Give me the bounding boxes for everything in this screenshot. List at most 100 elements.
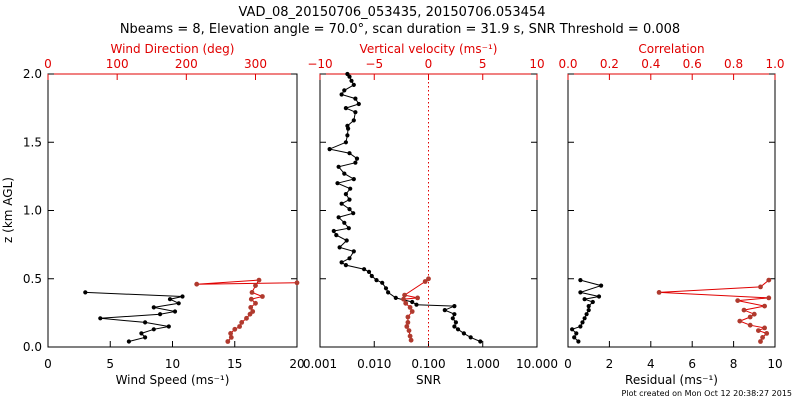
x-tick-label: 5 [106,357,114,371]
figure-subtitle: Nbeams = 8, Elevation angle = 70.0°, sca… [120,22,680,37]
top-tick-label: 0 [44,57,52,71]
data-point [570,327,575,332]
data-point [353,160,358,165]
data-point [351,118,356,123]
data-point [426,276,431,282]
top-tick-label: 10 [529,57,544,71]
data-point [151,327,156,332]
data-point [237,324,243,329]
data-point [599,283,604,288]
data-point [756,328,761,333]
top-tick-label: −10 [307,57,332,71]
data-point [349,78,354,83]
data-point [410,299,415,305]
data-point [452,312,457,317]
data-point [407,305,413,310]
data-point [762,303,767,309]
data-point [256,277,262,283]
data-point [405,320,411,325]
data-point [422,279,428,284]
x-tick-label: 0.001 [303,357,337,371]
x-tick-label: 0.100 [411,357,445,371]
data-point [450,316,455,321]
top-tick-label: 0.0 [558,57,577,71]
x-axis-label-2: Residual (ms⁻¹) [625,373,718,387]
data-point [253,283,258,288]
data-point [225,339,231,344]
x-tick-label: 6 [688,357,696,371]
data-point [353,110,358,115]
data-point [406,328,412,333]
data-point [452,324,457,329]
data-point [393,295,398,300]
data-point [356,101,361,107]
x-tick-label: 4 [647,357,655,371]
data-point [766,295,772,301]
series-line-2-1 [659,279,770,342]
x-tick-label: 20 [289,357,304,371]
data-point [342,220,347,225]
data-point [351,249,356,254]
y-tick-label: 1.5 [23,135,42,149]
data-point [176,301,181,306]
data-point [334,233,339,238]
data-point [407,333,413,339]
data-point [343,106,348,111]
data-point [764,331,770,336]
data-point [167,297,173,302]
data-point [331,228,336,234]
x-tick-label: 0 [44,357,52,371]
data-point [343,192,348,197]
data-point [741,307,747,313]
data-point [408,337,414,343]
top-tick-label: 5 [479,57,487,71]
y-axis-label: z (km AGL) [1,177,15,243]
data-point [239,320,245,325]
data-point [249,290,255,295]
series-line-2-0 [571,279,603,342]
data-point [347,151,352,156]
data-point [180,294,185,299]
top-tick-label: 0.6 [683,57,702,71]
top-tick-label: 200 [175,57,198,71]
data-point [380,280,385,285]
data-point [194,281,200,287]
data-point [260,294,265,299]
data-point [294,280,300,286]
data-point [582,297,587,302]
data-point [250,309,256,314]
data-point [586,308,591,313]
data-point [386,290,391,295]
data-point [339,92,344,97]
data-point [452,304,457,309]
data-point [453,320,458,325]
top-tick-label: 100 [106,57,129,71]
data-point [351,177,356,182]
data-point [139,331,144,336]
top-tick-label: 0 [425,57,433,71]
data-point [596,294,602,299]
data-point [228,331,234,336]
data-point [244,315,249,321]
data-point [572,335,577,340]
data-point [339,201,344,206]
data-point [337,245,342,250]
top-tick-label: 0.4 [641,57,660,71]
data-point [758,339,763,344]
y-tick-label: 0.0 [23,340,42,354]
data-point [366,269,372,274]
y-tick-label: 0.5 [23,272,42,286]
data-point [83,290,88,295]
data-point [766,277,772,283]
x-tick-label: 10 [767,357,782,371]
x-tick-label: 0.010 [357,357,391,371]
plot-created-footer: Plot created on Mon Oct 12 20:38:27 2015 [622,389,792,398]
data-point [151,305,156,310]
data-point [403,300,409,306]
data-point [347,207,352,212]
data-point [342,88,347,93]
y-tick-label: 1.0 [23,204,42,218]
data-point [415,295,420,301]
data-point [346,226,351,231]
data-point [362,267,367,272]
